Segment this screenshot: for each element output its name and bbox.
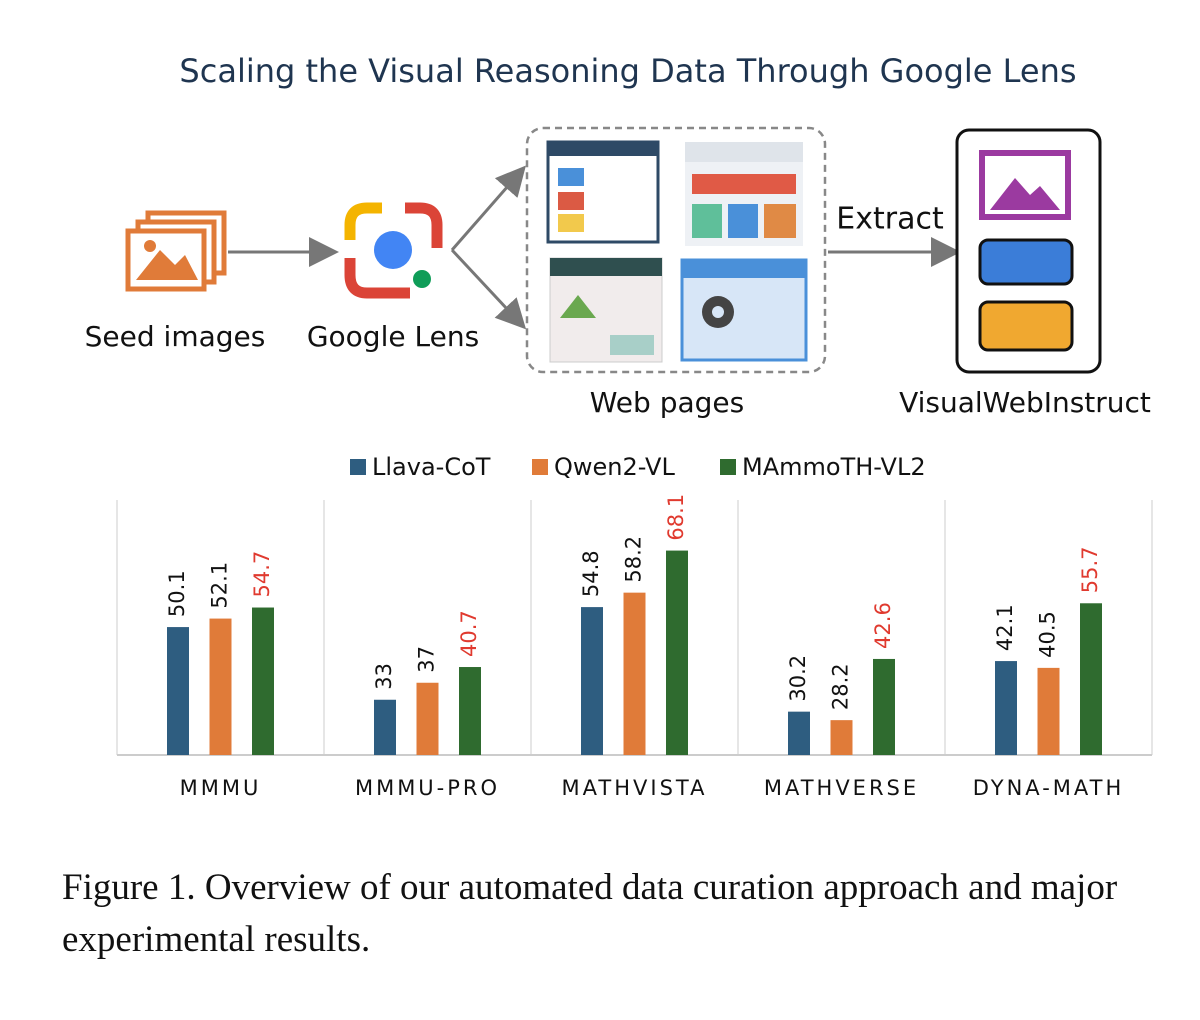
output-icons	[978, 150, 1074, 352]
bar	[830, 720, 853, 755]
value-label: 42.1	[993, 604, 1017, 651]
x-tick-label: MATHVERSE	[764, 776, 919, 800]
value-label: 54.7	[250, 551, 274, 598]
value-label: 68.1	[664, 494, 688, 541]
value-label: 40.7	[457, 610, 481, 657]
bar	[666, 550, 688, 755]
bar	[374, 699, 396, 755]
bar	[209, 618, 232, 755]
node-label: VisualWebInstruct	[899, 386, 1151, 419]
bar	[459, 667, 481, 755]
node-label: Web pages	[590, 386, 744, 419]
bar	[416, 682, 439, 755]
value-label: 58.2	[622, 536, 646, 583]
bar	[873, 658, 895, 755]
legend-swatch	[532, 459, 548, 475]
x-tick-label: MATHVISTA	[562, 776, 708, 800]
google-lens-icon	[344, 202, 443, 299]
x-tick-label: MMMU-PRO	[355, 776, 500, 800]
bar	[623, 592, 646, 755]
seed-images-icon	[125, 210, 227, 292]
web-pages-box	[525, 126, 827, 374]
value-label: 52.1	[208, 562, 232, 609]
value-label: 33	[372, 663, 396, 690]
bar	[167, 627, 189, 755]
value-label: 37	[415, 646, 439, 673]
legend-label: MAmmoTH-VL2	[742, 453, 926, 481]
diagram-title: Scaling the Visual Reasoning Data Throug…	[179, 52, 1076, 90]
node-label: Seed images	[85, 320, 266, 353]
arrow	[450, 248, 527, 330]
arrow	[450, 165, 526, 251]
x-tick-label: MMMU	[180, 776, 262, 800]
bar	[788, 711, 810, 755]
bar	[252, 607, 274, 755]
value-label: 40.5	[1036, 611, 1060, 658]
edge-label: Extract	[836, 202, 944, 237]
legend-swatch	[720, 459, 736, 475]
x-tick-label: DYNA-MATH	[973, 776, 1125, 800]
value-label: 42.6	[871, 602, 895, 649]
bar	[995, 661, 1017, 755]
value-label: 54.8	[579, 550, 603, 597]
value-label: 50.1	[165, 570, 189, 617]
bar	[581, 607, 603, 755]
value-label: 55.7	[1078, 547, 1102, 594]
figure: Scaling the Visual Reasoning Data Throug…	[85, 52, 1153, 800]
node-label: Google Lens	[307, 320, 479, 353]
value-label: 30.2	[786, 655, 810, 702]
web-page-icons	[546, 140, 808, 363]
caption: Figure 1. Overview of our automated data…	[62, 867, 1118, 960]
legend-label: Llava-CoT	[372, 453, 491, 481]
value-label: 28.2	[829, 663, 853, 710]
legend-swatch	[350, 459, 366, 475]
legend-label: Qwen2-VL	[554, 453, 675, 481]
bar	[1037, 667, 1060, 755]
bar	[1080, 603, 1102, 755]
